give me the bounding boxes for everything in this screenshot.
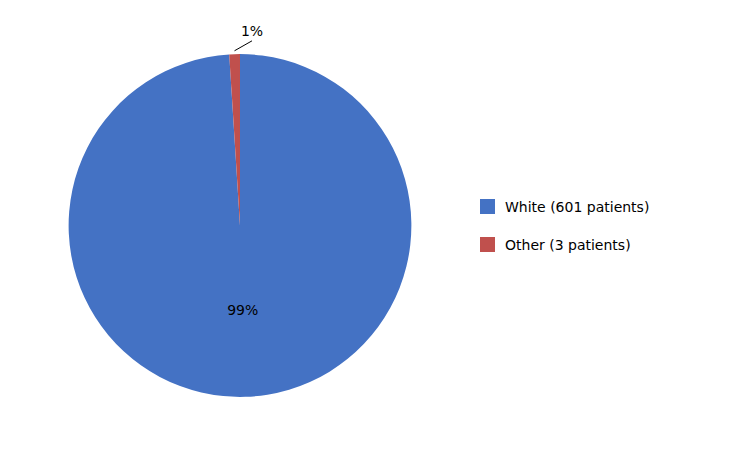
html-text:White (601 patients): White (601 patients): [505, 198, 650, 215]
html-text:Other (3 patients): Other (3 patients): [505, 236, 631, 253]
svg-text:1%: 1%: [241, 23, 263, 39]
svg-text:99%: 99%: [227, 302, 258, 318]
